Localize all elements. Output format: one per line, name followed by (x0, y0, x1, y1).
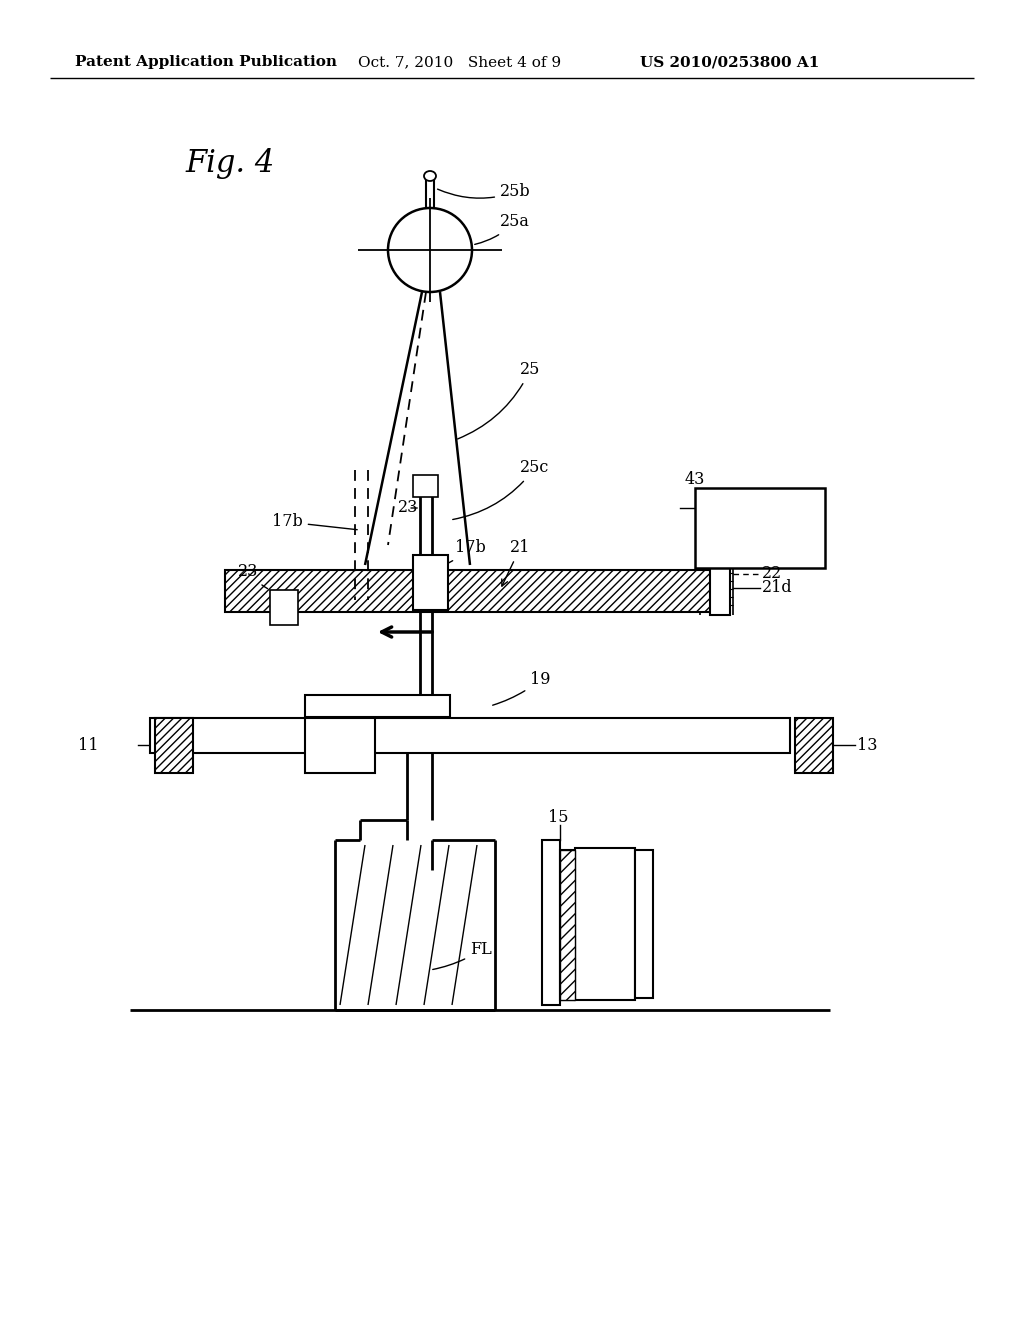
Text: 23: 23 (398, 499, 419, 516)
Bar (575, 847, 635, 1001)
Bar (635, 850, 653, 998)
Text: Fig. 4: Fig. 4 (185, 148, 274, 180)
Text: US 2010/0253800 A1: US 2010/0253800 A1 (640, 55, 819, 69)
Bar (305, 718, 375, 774)
Text: Patent Application Publication: Patent Application Publication (75, 55, 337, 69)
Bar (695, 488, 825, 568)
Text: Oct. 7, 2010   Sheet 4 of 9: Oct. 7, 2010 Sheet 4 of 9 (358, 55, 561, 69)
Bar (542, 840, 560, 1005)
Bar (225, 570, 715, 612)
Text: FL: FL (433, 941, 492, 969)
Text: 22: 22 (762, 565, 782, 582)
Bar (270, 590, 298, 624)
Bar (560, 850, 575, 1001)
Text: 15: 15 (548, 809, 568, 826)
Text: 43: 43 (685, 471, 706, 488)
Bar (413, 554, 449, 610)
Text: 25c: 25c (453, 459, 549, 520)
Text: 17b: 17b (272, 513, 357, 531)
Text: 25b: 25b (437, 183, 530, 201)
Bar (155, 718, 193, 774)
Text: 21d: 21d (762, 579, 793, 597)
Text: 25a: 25a (475, 214, 529, 244)
Text: 19: 19 (493, 672, 551, 705)
Text: 25: 25 (458, 362, 541, 440)
Bar (305, 696, 450, 717)
Bar (795, 718, 833, 774)
Text: 13: 13 (857, 737, 878, 754)
Bar (560, 850, 575, 1001)
Text: 17b: 17b (434, 540, 485, 569)
Text: 11: 11 (78, 737, 98, 754)
Bar (150, 718, 790, 752)
Bar (710, 560, 730, 615)
Text: 21: 21 (502, 540, 530, 586)
Bar (413, 475, 438, 498)
Text: 23: 23 (238, 564, 267, 589)
